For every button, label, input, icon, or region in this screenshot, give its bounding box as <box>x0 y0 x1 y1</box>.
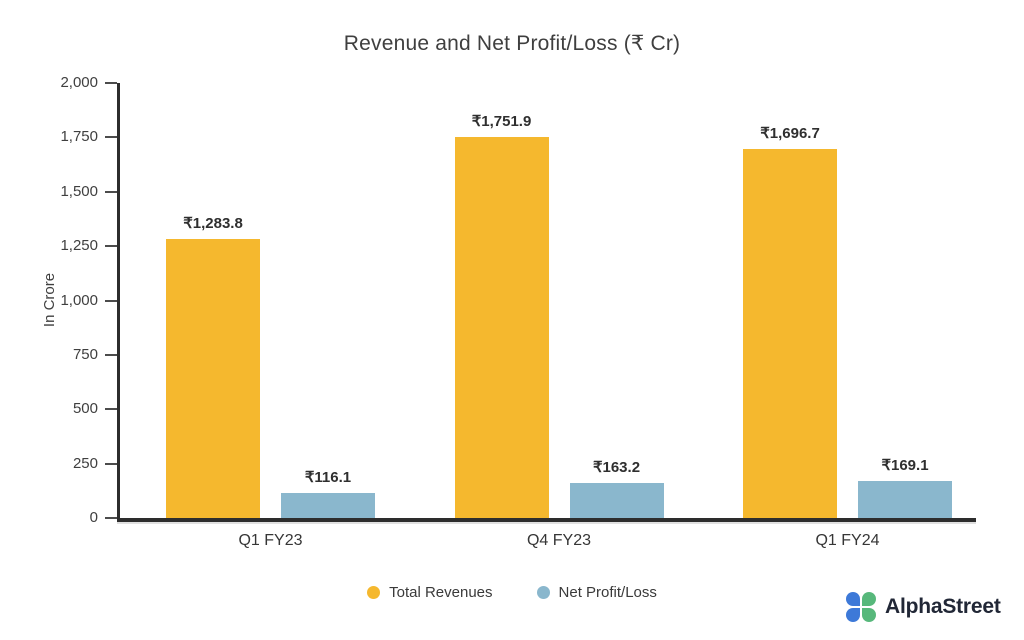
logo-shape-bottom-left <box>846 608 860 622</box>
chart-title: Revenue and Net Profit/Loss (₹ Cr) <box>343 32 681 55</box>
bar-value-label: ₹163.2 <box>592 458 641 476</box>
legend: Total Revenues Net Profit/Loss <box>0 584 1024 601</box>
y-tick <box>105 353 117 356</box>
bar-value-label: ₹1,751.9 <box>471 112 532 130</box>
y-tick-label: 250 <box>72 454 98 472</box>
y-tick <box>105 408 117 411</box>
x-axis-label-q1-fy24: Q1 FY24 <box>815 532 880 549</box>
x-axis-label-q1-fy23: Q1 FY23 <box>238 532 303 549</box>
y-tick-label: 0 <box>89 509 98 526</box>
legend-label: Total Revenues <box>389 584 493 601</box>
y-tick-label: 1,750 <box>60 128 98 146</box>
y-tick <box>105 299 117 302</box>
bar-net-profit-loss-q4-fy23 <box>569 482 664 518</box>
y-tick <box>105 517 117 519</box>
logo-shape-top-left <box>846 592 860 606</box>
legend-item-total-revenues: Total Revenues <box>367 584 493 601</box>
y-tick <box>105 245 117 248</box>
y-tick <box>105 136 117 139</box>
bar-value-label: ₹116.1 <box>304 468 352 486</box>
legend-swatch-net-profit-loss <box>536 586 550 599</box>
bar-total-revenues-q1-fy23 <box>166 238 260 518</box>
y-tick-label: 1,000 <box>60 291 98 309</box>
y-tick-label: 1,500 <box>60 182 98 200</box>
legend-swatch-total-revenues <box>367 586 381 599</box>
bar-value-label: ₹1,283.8 <box>183 214 243 232</box>
y-tick-label: 750 <box>72 345 98 363</box>
logo-shape-top-right <box>862 592 876 606</box>
bar-net-profit-loss-q1-fy24 <box>858 481 952 518</box>
bar-value-label: ₹169.1 <box>881 457 929 475</box>
brand: AlphaStreet <box>846 590 1001 624</box>
alphastreet-logo-text: AlphaStreet <box>885 595 1001 618</box>
y-tick <box>105 462 117 465</box>
bar-total-revenues-q4-fy23 <box>454 136 549 518</box>
bar-value-label: ₹1,696.7 <box>760 124 820 142</box>
y-axis-line <box>117 83 120 520</box>
logo-shape-bottom-right <box>862 608 876 622</box>
legend-item-net-profit-loss: Net Profit/Loss <box>536 584 657 601</box>
bar-total-revenues-q1-fy24 <box>743 148 837 518</box>
y-tick-label: 1,250 <box>60 237 98 255</box>
plot-area: 0 250 500 750 1,000 1,250 1,500 1,750 2,000 ₹1,2… <box>60 74 976 549</box>
bar-net-profit-loss-q1-fy23 <box>281 492 375 518</box>
y-tick-label: 500 <box>72 400 98 418</box>
y-tick <box>105 190 117 193</box>
alphastreet-logo-icon <box>846 592 876 622</box>
legend-label: Net Profit/Loss <box>558 584 657 601</box>
y-tick-label: 2,000 <box>60 74 98 91</box>
x-axis-label-q4-fy23: Q4 FY23 <box>526 532 592 549</box>
x-axis-line <box>117 518 976 522</box>
y-tick <box>105 82 117 84</box>
